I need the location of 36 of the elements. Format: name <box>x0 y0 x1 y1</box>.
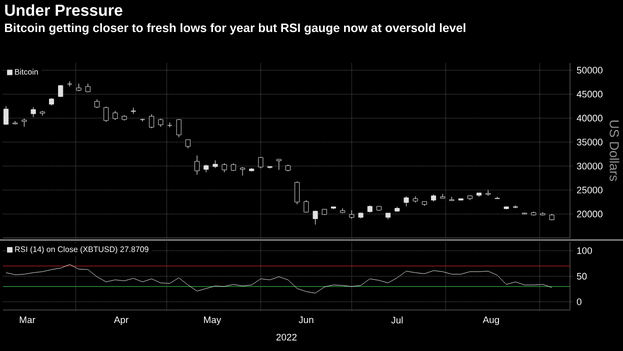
x-tick-label: Mar <box>20 316 36 324</box>
chart-subtitle: Bitcoin getting closer to fresh lows for year but RSI gauge now at oversold level <box>5 23 466 35</box>
chart-title: Under Pressure <box>5 4 122 16</box>
x-tick-label: Jun <box>298 316 314 324</box>
candlestick <box>30 106 36 118</box>
y-tick-label: 50 <box>576 272 587 280</box>
candlestick <box>4 106 9 126</box>
candlestick <box>149 114 154 128</box>
candlestick <box>222 162 227 173</box>
candlestick <box>312 210 318 225</box>
candlestick <box>104 106 109 122</box>
x-tick-label: Aug <box>482 316 499 325</box>
candlestick <box>512 205 518 209</box>
y-tick-label: 0 <box>576 298 582 306</box>
candlestick <box>176 118 182 138</box>
candlestick <box>294 181 300 205</box>
candlestick <box>140 118 145 122</box>
y-tick-label: 25000 <box>576 186 602 194</box>
y-tick-label: 50000 <box>576 66 602 74</box>
x-tick-label: Jul <box>391 316 403 324</box>
y-tick-label: 40000 <box>576 114 602 122</box>
y-tick-label: 35000 <box>576 138 602 146</box>
candlestick <box>112 110 118 120</box>
y-axis-title: US Dollars <box>610 120 620 181</box>
x-axis-title: 2022 <box>276 334 297 341</box>
y-tick-label: 100 <box>577 247 592 254</box>
x-tick-label: May <box>204 316 222 325</box>
y-tick-label: 45000 <box>576 90 602 98</box>
line-series <box>6 264 552 294</box>
y-tick-label: 30000 <box>576 162 602 170</box>
candlestick <box>240 166 246 176</box>
candlestick <box>404 196 409 207</box>
y-tick-label: 20000 <box>576 210 602 218</box>
x-tick-label: Apr <box>114 316 128 325</box>
candlestick <box>304 200 309 213</box>
candlestick <box>194 155 200 176</box>
